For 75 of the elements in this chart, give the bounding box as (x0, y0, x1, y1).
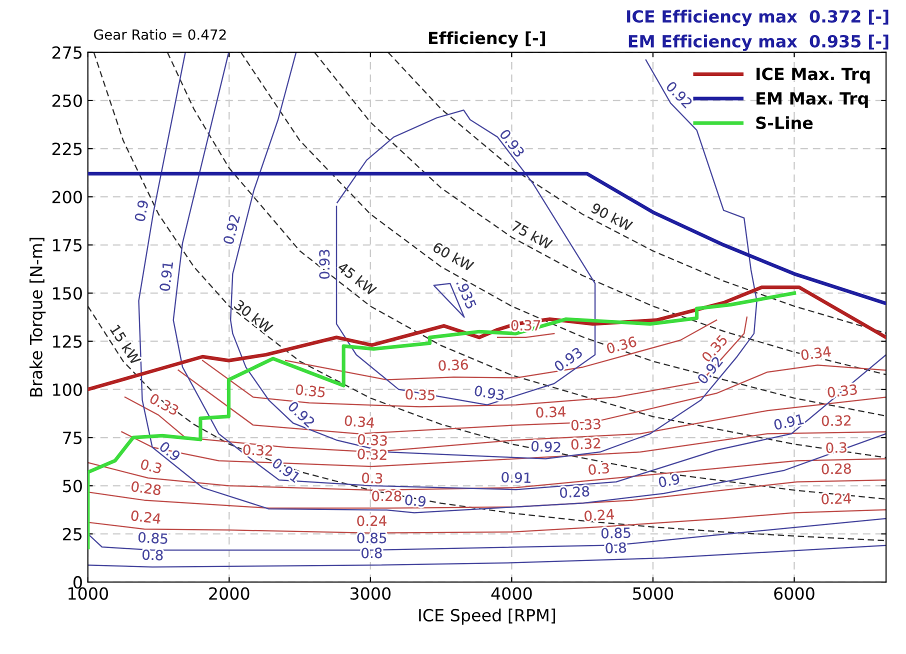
annotation: 0.33 (148, 392, 180, 416)
y-tick-label: 125 (53, 335, 82, 348)
legend-label: EM Max. Trq (756, 92, 868, 108)
y-tick-label: 0 (74, 576, 82, 589)
y-tick-label: 250 (52, 94, 82, 108)
legend-label: ICE Max. Trq (756, 68, 870, 84)
annotation: 0.93 (553, 346, 584, 372)
annotation: 75 kW (510, 220, 554, 250)
annotation: 0.9 (658, 474, 680, 488)
annotation: 0.28 (560, 486, 590, 498)
annotation: 0.3 (588, 462, 610, 476)
annotation: 0.33 (571, 418, 601, 431)
x-axis-title: ICE Speed [RPM] (419, 608, 556, 625)
annotation: 0.28 (130, 480, 162, 496)
annotation: 0.3 (362, 472, 382, 484)
text: Gear Ratio = 0.472 (94, 29, 226, 40)
y-tick-label: 150 (53, 287, 82, 300)
y-tick-label: 175 (53, 239, 82, 252)
annotation: 0.34 (344, 415, 374, 428)
y-tick-label: 50 (63, 480, 82, 492)
annotation: 0.91 (502, 472, 531, 484)
annotation: 0.24 (357, 515, 386, 526)
annotation: 0.8 (606, 542, 626, 554)
annotation: 0.9 (134, 200, 149, 222)
annotation: 0.28 (822, 463, 851, 474)
y-axis-title: Brake Torque [N-m] (30, 238, 46, 396)
annotation: 0.35 (295, 384, 326, 398)
annotation: 0.32 (358, 448, 387, 460)
annotation: 0.36 (606, 336, 637, 354)
annotation: .935 (456, 279, 477, 310)
x-tick-label: 3000 (350, 587, 391, 600)
annotation: 15 kW (110, 324, 142, 366)
annotation: 0.33 (827, 384, 858, 398)
annotation: 0.92 (222, 214, 240, 245)
x-tick-label: 1000 (68, 587, 108, 600)
annotation: 30 kW (234, 299, 274, 334)
annotation: 90 kW (590, 202, 634, 232)
y-tick-label: 225 (52, 142, 82, 156)
y-tick-label: 75 (63, 432, 82, 444)
annotation: 0.32 (822, 415, 851, 426)
annotation: 0.28 (372, 490, 402, 502)
y-tick-label: 275 (52, 46, 82, 59)
annotation: 0.32 (243, 444, 272, 456)
text: EM Efficiency max 0.935 [-] (628, 34, 888, 51)
y-tick-label: 200 (52, 190, 82, 204)
y-tick-label: 100 (53, 383, 82, 396)
text: ICE Efficiency max 0.372 [-] (627, 10, 888, 26)
annotation: 0.8 (142, 549, 163, 560)
annotation: 0.85 (138, 532, 168, 544)
annotation: 0.36 (438, 359, 468, 371)
annotation: 0.93 (474, 385, 504, 401)
y-tick-label: 25 (63, 528, 82, 540)
annotation: 0.24 (584, 508, 614, 522)
annotation: 0.24 (822, 492, 852, 504)
x-tick-label: 6000 (774, 587, 814, 600)
annotation: 0.93 (319, 250, 330, 279)
x-tick-label: 2000 (209, 587, 250, 600)
annotation: 0.85 (601, 527, 630, 539)
annotation: 0.34 (536, 406, 566, 418)
line-series (387, 52, 886, 334)
annotation: 0.85 (357, 532, 386, 544)
annotation: 0.91 (159, 262, 174, 292)
annotation: 0.34 (800, 346, 832, 360)
x-tick-label: 4000 (491, 587, 532, 600)
annotation: 0.32 (571, 438, 600, 450)
chart-title: Efficiency [-] (428, 31, 546, 48)
annotation: 0.91 (773, 414, 804, 430)
x-tick-label: 5000 (633, 587, 674, 600)
annotation: 0.92 (531, 440, 560, 453)
legend-label: S-Line (756, 116, 813, 130)
annotation: 0.33 (358, 434, 388, 446)
annotation: 60 kW (432, 242, 474, 272)
annotation: 45 kW (337, 261, 378, 296)
annotation: 0.24 (130, 510, 162, 524)
annotation: 0.9 (404, 494, 426, 507)
